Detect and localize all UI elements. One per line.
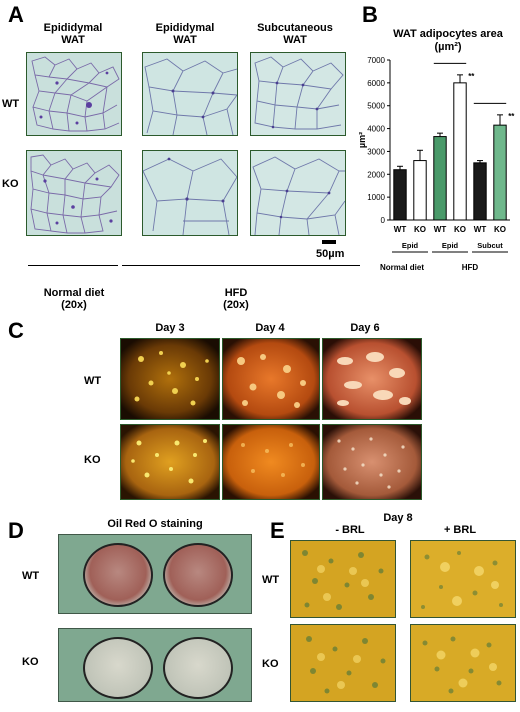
well-ko-1 xyxy=(83,637,153,699)
well-wt-2 xyxy=(163,543,233,607)
y-tick-label: 3000 xyxy=(367,147,385,156)
panel-e-label: E xyxy=(270,518,285,544)
y-axis-label: µm² xyxy=(357,132,367,148)
bar xyxy=(394,170,406,220)
bar xyxy=(454,83,466,220)
panel-c-col-header-3: Day 6 xyxy=(320,322,410,334)
x-tick-label: KO xyxy=(454,225,466,234)
well-wt-1 xyxy=(83,543,153,607)
normal-diet-group-line xyxy=(28,265,118,266)
panel-b-label: B xyxy=(362,2,378,28)
panel-c-col-header-1: Day 3 xyxy=(125,322,215,334)
bar xyxy=(474,163,486,220)
panel-a-col-header-2: Epididymal WAT xyxy=(140,22,230,46)
brl-ko-minus xyxy=(290,624,396,702)
panel-e-day: Day 8 xyxy=(368,512,428,524)
panel-c-row-label-wt: WT xyxy=(84,375,101,387)
tissue-label: Epid xyxy=(442,241,459,250)
x-tick-label: WT xyxy=(394,225,407,234)
panel-d-label: D xyxy=(8,518,24,544)
x-tick-label: WT xyxy=(474,225,487,234)
histology-ko-hfd-subcut xyxy=(250,150,346,236)
panel-a-label: A xyxy=(8,2,24,28)
y-tick-label: 2000 xyxy=(367,170,385,179)
histology-wt-normal-epid xyxy=(26,52,122,136)
brl-wt-minus xyxy=(290,540,396,618)
panel-a-row-label-ko: KO xyxy=(2,178,19,190)
y-tick-label: 4000 xyxy=(367,125,385,134)
chart-title: WAT adipocytes area xyxy=(378,28,518,40)
y-tick-label: 6000 xyxy=(367,79,385,88)
culture-wt-day6 xyxy=(322,338,422,420)
normal-diet-label: Normal diet (20x) xyxy=(14,287,134,311)
x-tick-label: KO xyxy=(494,225,506,234)
panel-c-col-header-2: Day 4 xyxy=(225,322,315,334)
hfd-label: HFD (20x) xyxy=(206,287,266,311)
culture-ko-day4 xyxy=(222,424,320,500)
histology-wt-hfd-subcut xyxy=(250,52,346,136)
bar xyxy=(414,161,426,220)
y-tick-label: 0 xyxy=(381,216,386,225)
scale-bar-label: 50µm xyxy=(316,248,344,260)
histology-ko-normal-epid xyxy=(26,150,122,236)
brl-ko-plus xyxy=(410,624,516,702)
culture-ko-day3 xyxy=(120,424,220,500)
culture-wt-day3 xyxy=(120,338,220,420)
panel-c-label: C xyxy=(8,318,24,344)
panel-d-row-label-wt: WT xyxy=(22,570,39,582)
y-tick-label: 7000 xyxy=(367,56,385,65)
bar xyxy=(494,125,506,220)
panel-a-col-header-1: Epididymal WAT xyxy=(28,22,118,46)
oil-red-o-plate-wt xyxy=(58,534,252,614)
scale-bar xyxy=(322,240,336,244)
x-tick-label: KO xyxy=(414,225,426,234)
panel-d-title: Oil Red O staining xyxy=(60,518,250,530)
adipocyte-area-bar-chart: 0 1000 2000 3000 4000 5000 6000 7000 µm² WT KO WT KO… xyxy=(355,50,520,290)
diet-label: Normal diet xyxy=(380,263,424,272)
histology-wt-hfd-epid xyxy=(142,52,238,136)
significance-mark: ** xyxy=(468,72,475,81)
tissue-label: Subcut xyxy=(477,241,503,250)
panel-e-col-header-2: + BRL xyxy=(410,524,510,536)
panel-e-row-label-ko: KO xyxy=(262,658,279,670)
panel-a-row-label-wt: WT xyxy=(2,98,19,110)
hfd-group-line xyxy=(122,265,360,266)
brl-wt-plus xyxy=(410,540,516,618)
panel-e-col-header-1: - BRL xyxy=(300,524,400,536)
tissue-label: Epid xyxy=(402,241,419,250)
x-tick-label: WT xyxy=(434,225,447,234)
well-ko-2 xyxy=(163,637,233,699)
histology-ko-hfd-epid xyxy=(142,150,238,236)
panel-c-row-label-ko: KO xyxy=(84,454,101,466)
y-tick-label: 5000 xyxy=(367,102,385,111)
culture-wt-day4 xyxy=(222,338,320,420)
y-tick-label: 1000 xyxy=(367,193,385,202)
bar xyxy=(434,137,446,220)
diet-label: HFD xyxy=(462,263,479,272)
significance-mark: ** xyxy=(508,112,515,121)
panel-a-col-header-3: Subcutaneous WAT xyxy=(245,22,345,46)
panel-e-row-label-wt: WT xyxy=(262,574,279,586)
oil-red-o-plate-ko xyxy=(58,628,252,702)
panel-d-row-label-ko: KO xyxy=(22,656,39,668)
culture-ko-day6 xyxy=(322,424,422,500)
